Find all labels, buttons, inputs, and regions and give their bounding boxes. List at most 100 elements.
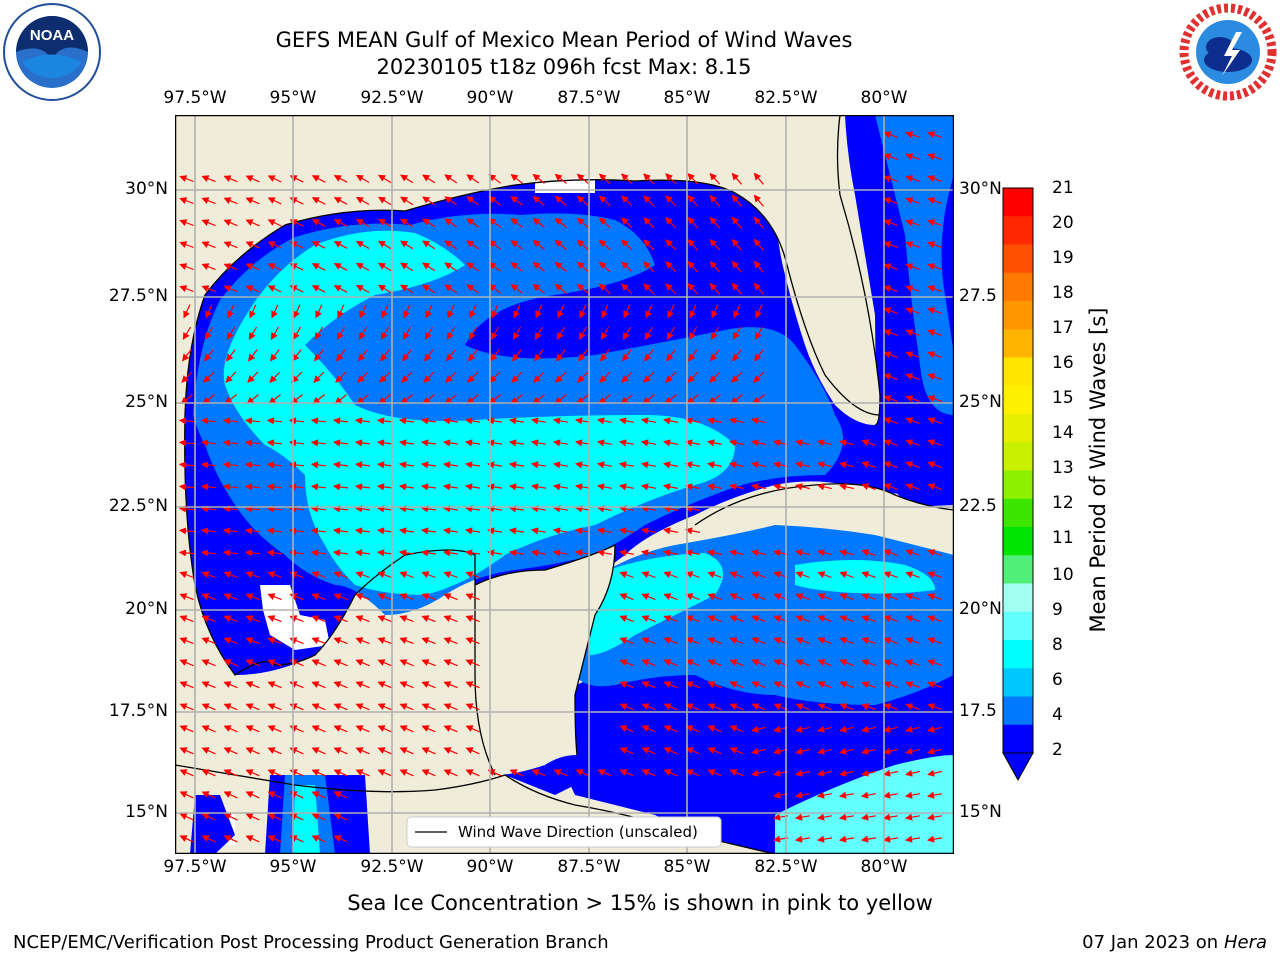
wind-arrow <box>883 637 898 645</box>
wind-arrow <box>839 439 854 447</box>
wind-arrow <box>795 461 810 469</box>
footer-credit: NCEP/EMC/Verification Post Processing Pr… <box>13 932 609 953</box>
wind-arrow <box>423 349 434 362</box>
wind-arrow <box>927 131 942 139</box>
wind-arrow <box>377 218 392 228</box>
wind-arrow <box>200 439 217 447</box>
wind-arrow <box>732 326 742 341</box>
map-frame <box>175 115 954 854</box>
wind-arrow <box>355 725 370 733</box>
wind-arrow <box>817 725 832 733</box>
wind-arrow <box>376 527 392 535</box>
wind-arrow <box>245 791 260 799</box>
wind-arrow <box>883 241 898 249</box>
wind-arrow <box>687 195 699 207</box>
wind-arrow <box>444 284 458 294</box>
wind-arrow <box>400 284 414 294</box>
wind-arrow <box>421 747 436 755</box>
wind-arrow <box>398 439 414 447</box>
wind-arrow <box>665 217 677 229</box>
wind-arrow <box>883 373 898 381</box>
wind-arrow <box>621 195 633 207</box>
wind-arrow <box>619 769 634 777</box>
wind-arrow <box>597 769 612 777</box>
wind-arrow <box>200 483 217 491</box>
wind-arrow <box>422 218 436 228</box>
wind-arrow <box>311 197 326 205</box>
wind-arrow <box>618 505 635 513</box>
wind-arrow <box>201 197 216 205</box>
wind-arrow <box>530 417 547 425</box>
colorbar-tick: 9 <box>1052 600 1063 620</box>
wind-arrow <box>442 505 458 513</box>
wind-arrow <box>707 417 722 425</box>
wind-arrow <box>421 659 436 667</box>
wind-arrow <box>205 304 213 319</box>
wind-arrow <box>618 439 635 447</box>
gulf-coastline <box>184 179 881 416</box>
wind-arrow <box>422 394 435 405</box>
wind-arrow <box>883 483 898 491</box>
wind-arrow <box>508 461 524 469</box>
wind-arrow <box>333 725 348 733</box>
wind-arrow <box>178 461 195 469</box>
wind-arrow <box>245 285 260 293</box>
wind-arrow <box>643 239 655 251</box>
wind-arrow <box>270 326 280 341</box>
lat-label-left: 25°N <box>125 392 168 412</box>
wind-arrow <box>729 483 744 491</box>
wind-arrow <box>729 747 744 755</box>
wind-arrow <box>663 681 678 689</box>
wind-arrow <box>665 371 677 383</box>
wind-arrow <box>223 615 238 623</box>
wind-arrow <box>621 239 633 251</box>
lat-label-left: 27.5°N <box>108 286 168 306</box>
mexico-coastline <box>184 414 496 776</box>
wind-arrow <box>488 174 501 184</box>
wind-arrow <box>905 263 920 271</box>
wind-arrow <box>731 194 743 207</box>
wind-arrow <box>685 637 700 645</box>
lon-label-bottom: 97.5°W <box>163 857 227 877</box>
wind-arrow <box>425 304 433 319</box>
wind-arrow <box>201 175 216 183</box>
wind-arrow <box>883 769 898 777</box>
wind-arrow <box>684 461 701 469</box>
wind-arrow <box>618 417 635 425</box>
wind-arrow <box>311 791 326 799</box>
wind-arrow <box>354 439 370 447</box>
wind-arrow <box>312 394 325 405</box>
lon-label-bottom: 90°W <box>466 857 514 877</box>
wind-arrow <box>511 371 523 383</box>
wind-arrow <box>621 371 633 383</box>
wind-arrow <box>619 637 634 645</box>
wind-arrow <box>596 461 613 469</box>
wind-arrow <box>883 615 898 623</box>
wind-arrow <box>464 527 480 535</box>
wind-arrow <box>926 835 942 843</box>
wind-arrow <box>707 637 722 645</box>
wind-arrow <box>313 371 325 383</box>
wind-arrow <box>731 172 743 185</box>
wind-arrow <box>643 349 654 362</box>
wind-arrow <box>223 263 238 271</box>
wind-arrow <box>927 483 942 491</box>
wind-arrow <box>530 461 547 469</box>
wind-arrow <box>817 483 832 491</box>
wind-arrow <box>709 172 721 185</box>
wind-arrow <box>445 371 457 383</box>
wind-arrow <box>267 263 282 271</box>
wind-arrow <box>532 394 545 405</box>
wind-arrow <box>204 326 214 341</box>
wind-arrow <box>689 304 697 319</box>
wind-arrow <box>577 349 588 362</box>
wind-arrow <box>399 769 414 777</box>
wind-arrow <box>223 725 238 733</box>
lon-label-top: 85°W <box>663 88 711 108</box>
wind-arrow <box>619 593 634 601</box>
wind-arrow <box>707 659 722 667</box>
map-legend: Wind Wave Direction (unscaled) <box>406 816 722 848</box>
wind-arrow <box>355 769 370 777</box>
wind-arrow <box>310 439 327 447</box>
wind-arrow <box>311 175 326 183</box>
